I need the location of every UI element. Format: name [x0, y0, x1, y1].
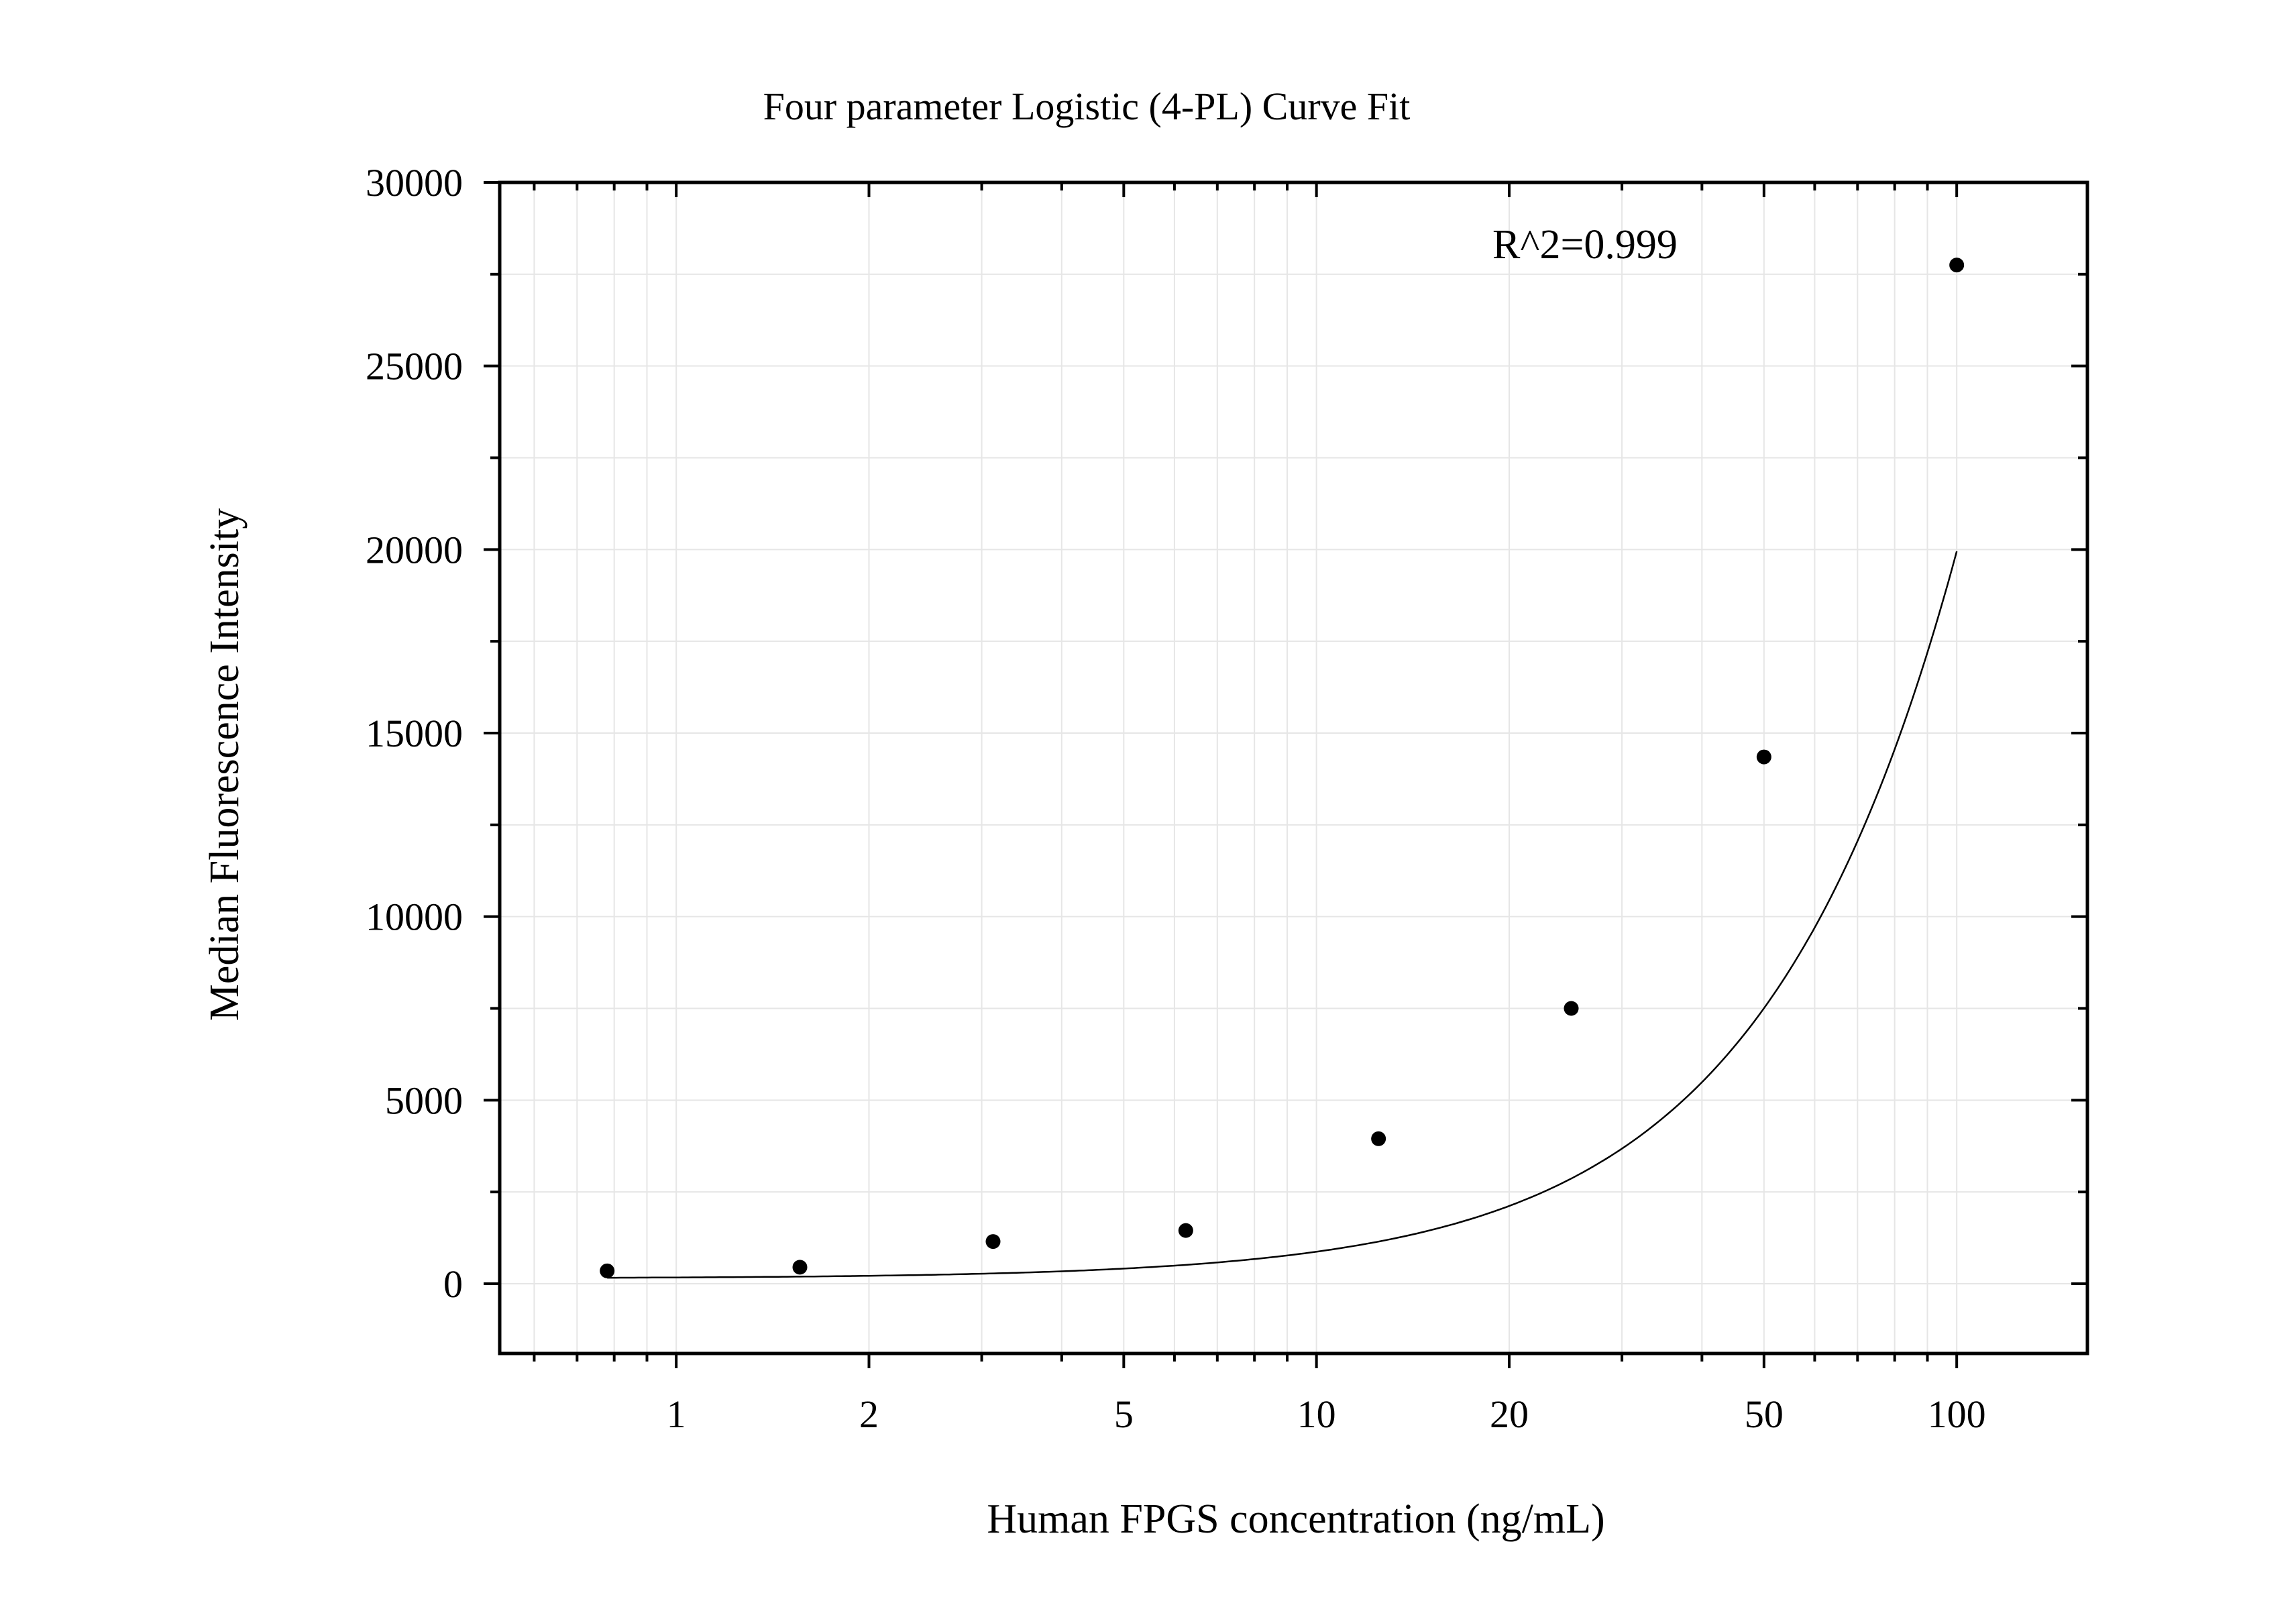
y-tick-label: 25000	[366, 345, 463, 388]
chart-title: Four parameter Logistic (4-PL) Curve Fit	[763, 85, 1411, 128]
x-tick-label: 5	[1114, 1392, 1134, 1436]
y-tick-label: 30000	[366, 161, 463, 205]
plot-frame	[498, 180, 2089, 1355]
data-point	[600, 1263, 615, 1278]
x-tick-labels: 1 2 5 10 20 50 100	[667, 1392, 1986, 1436]
data-points	[600, 258, 1965, 1278]
y-tick-labels: 0 5000 10000 15000 20000 25000 30000	[366, 161, 463, 1306]
plot-border	[498, 180, 2089, 1355]
data-point	[792, 1260, 808, 1275]
data-point	[985, 1234, 1001, 1250]
x-tick-label: 50	[1745, 1392, 1784, 1436]
grid	[500, 182, 2087, 1353]
x-tick-label: 20	[1490, 1392, 1529, 1436]
r-squared-annotation: R^2=0.999	[1492, 222, 1678, 268]
data-point	[1371, 1131, 1386, 1146]
data-point	[1756, 749, 1771, 765]
x-tick-label: 10	[1297, 1392, 1336, 1436]
y-tick-label: 20000	[366, 528, 463, 571]
axis-ticks	[484, 181, 2087, 1368]
x-tick-label: 1	[667, 1392, 686, 1436]
y-tick-label: 10000	[366, 895, 463, 939]
data-point	[1178, 1223, 1193, 1238]
x-tick-label: 100	[1928, 1392, 1986, 1436]
x-axis-label: Human FPGS concentration (ng/mL)	[987, 1496, 1604, 1542]
fit-curve	[607, 551, 1958, 1279]
fit-curve-layer	[607, 551, 1958, 1279]
y-tick-label: 15000	[366, 712, 463, 755]
y-axis-label: Median Fluorescence Intensity	[202, 508, 248, 1021]
y-tick-label: 0	[443, 1262, 463, 1306]
y-tick-label: 5000	[385, 1078, 463, 1122]
data-point	[1564, 1001, 1579, 1016]
x-tick-label: 2	[859, 1392, 879, 1436]
data-point	[1949, 258, 1965, 273]
